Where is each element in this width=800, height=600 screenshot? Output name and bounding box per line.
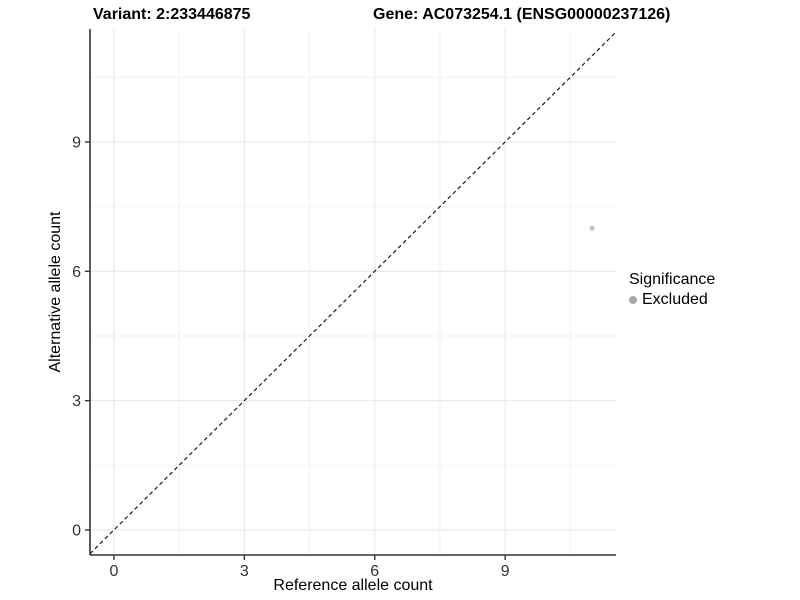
x-tick-label: 0 — [109, 563, 118, 580]
x-tick-label: 9 — [501, 563, 510, 580]
y-tick-label: 0 — [72, 522, 81, 539]
legend-title: Significance — [629, 271, 716, 288]
variant-title: Variant: 2:233446875 — [93, 6, 251, 23]
y-axis-label: Alternative allele count — [47, 211, 64, 373]
y-tick-label: 6 — [72, 264, 81, 281]
identity-reference-line — [89, 31, 617, 555]
legend-item-label: Excluded — [642, 291, 708, 308]
legend-item-excluded: Excluded — [629, 291, 715, 309]
data-point — [589, 225, 595, 231]
panel-background — [90, 29, 616, 555]
x-tick-label: 6 — [370, 563, 379, 580]
y-tick-label: 9 — [72, 134, 81, 151]
legend: Significance Excluded — [629, 271, 715, 309]
gene-title: Gene: AC073254.1 (ENSG00000237126) — [373, 6, 671, 23]
legend-key-dot — [629, 296, 637, 304]
x-tick-label: 3 — [240, 563, 249, 580]
y-tick-label: 3 — [72, 393, 81, 410]
x-axis-label: Reference allele count — [273, 577, 433, 594]
